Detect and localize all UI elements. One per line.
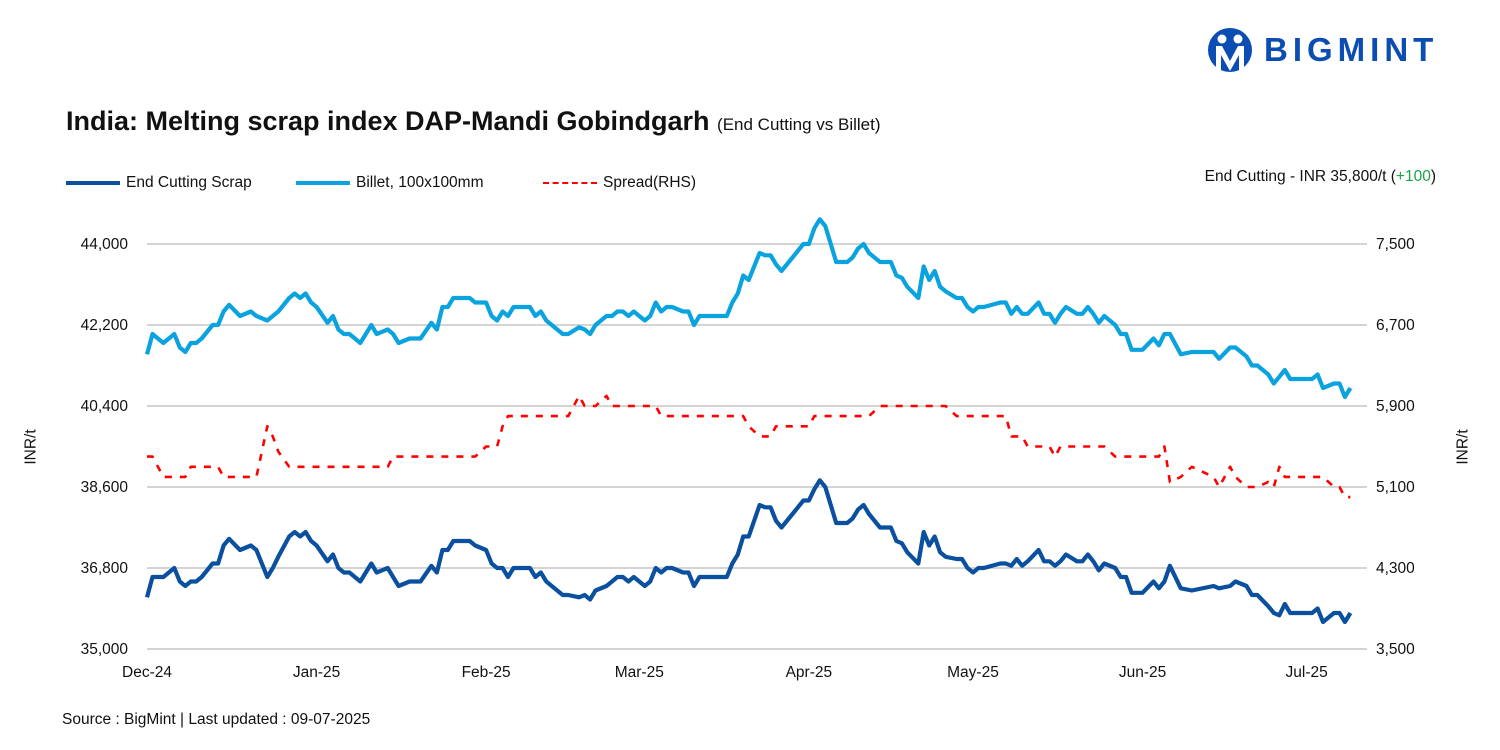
right-tick-label: 5,900: [1376, 398, 1415, 415]
x-tick-label: Mar-25: [615, 664, 664, 681]
brand-name: BIGMINT: [1264, 31, 1439, 68]
left-tick-label: 42,200: [81, 317, 129, 334]
right-tick-label: 6,700: [1376, 317, 1415, 334]
latest-change: +100: [1395, 168, 1431, 185]
title-subtitle: (End Cutting vs Billet): [717, 115, 881, 134]
left-tick-label: 36,800: [81, 560, 129, 577]
x-tick-label: Jul-25: [1286, 664, 1328, 681]
x-tick-label: Jan-25: [293, 664, 340, 681]
left-tick-label: 35,000: [81, 641, 129, 658]
title-main: India: Melting scrap index DAP-Mandi Gob…: [66, 106, 710, 136]
legend-label: End Cutting Scrap: [126, 174, 252, 191]
right-tick-label: 3,500: [1376, 641, 1415, 658]
legend-item-spread: Spread(RHS): [543, 174, 696, 192]
x-tick-label: May-25: [947, 664, 999, 681]
source-note: Source : BigMint | Last updated : 09-07-…: [62, 711, 371, 728]
legend-label: Billet, 100x100mm: [356, 174, 484, 191]
x-tick-label: Feb-25: [462, 664, 511, 681]
x-tick-label: Jun-25: [1119, 664, 1166, 681]
legend-swatch-billet: [296, 181, 350, 185]
right-tick-label: 4,300: [1376, 560, 1415, 577]
x-tick-label: Dec-24: [122, 664, 172, 681]
billet-line: [144, 217, 1353, 400]
left-tick-label: 38,600: [81, 479, 129, 496]
right-tick-label: 7,500: [1376, 236, 1415, 253]
latest-text: End Cutting - INR 35,800/t (: [1204, 168, 1396, 185]
legend-swatch-end-cutting: [66, 181, 120, 185]
left-tick-label: 44,000: [81, 236, 129, 253]
spread-line: [147, 394, 1351, 499]
bigmint-logo-icon: [1208, 28, 1252, 72]
latest-price-annotation: End Cutting - INR 35,800/t (+100): [1205, 168, 1436, 186]
right-tick-label: 5,100: [1376, 479, 1415, 496]
latest-suffix: ): [1430, 168, 1436, 185]
bigmint-logo: BIGMINT: [1206, 27, 1438, 73]
left-tick-label: 40,400: [81, 398, 129, 415]
end-cutting-line: [144, 478, 1353, 625]
legend-item-end-cutting: End Cutting Scrap: [66, 174, 252, 192]
legend-swatch-spread: [543, 182, 597, 184]
x-tick-label: Apr-25: [786, 664, 833, 681]
legend-item-billet: Billet, 100x100mm: [296, 174, 484, 192]
legend-label: Spread(RHS): [603, 174, 697, 191]
chart-title: India: Melting scrap index DAP-Mandi Gob…: [66, 106, 881, 137]
